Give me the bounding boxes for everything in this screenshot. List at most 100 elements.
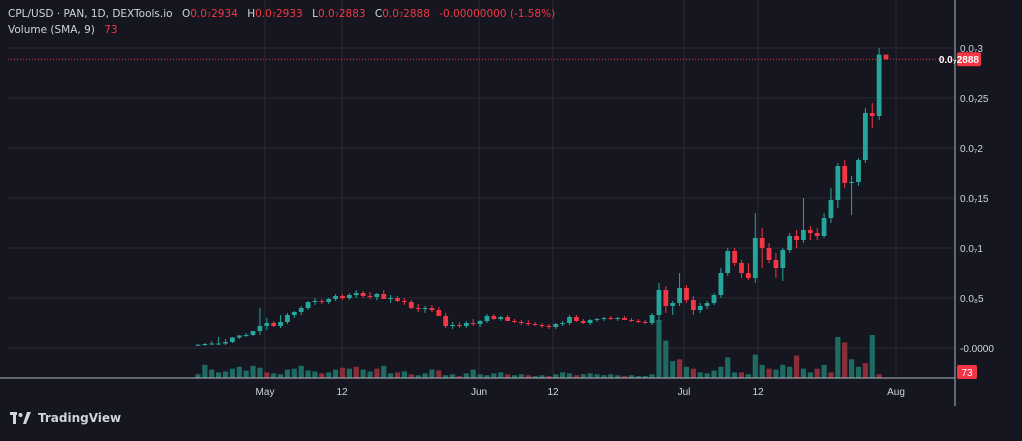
candle-body: [216, 343, 222, 345]
legend-volume-label[interactable]: Volume (SMA, 9): [8, 24, 95, 36]
candle-body: [436, 310, 442, 316]
volume-bar: [498, 372, 504, 378]
volume-bar: [312, 371, 318, 378]
volume-bar: [374, 368, 380, 378]
volume-bar: [842, 342, 848, 378]
x-tick-label: 12: [336, 387, 348, 398]
volume-bar: [601, 375, 607, 378]
volume-bar: [422, 373, 428, 378]
volume-bar: [553, 374, 559, 378]
tradingview-branding[interactable]: TradingView: [10, 411, 121, 425]
candle-body: [622, 318, 627, 320]
candle-body: [257, 326, 263, 331]
candle-body: [862, 113, 868, 160]
candle-body: [408, 302, 414, 308]
grid: [8, 0, 955, 378]
candle-body: [271, 323, 277, 326]
x-tick-label: Aug: [887, 387, 905, 398]
legend-high-value: 0.0₇2933: [255, 8, 303, 20]
candle-body: [457, 325, 462, 326]
volume-bar: [718, 366, 724, 378]
volume-bar: [587, 373, 593, 378]
candle-body: [704, 303, 710, 306]
candle-body: [298, 308, 304, 312]
y-tick-label: 0.0₇15: [960, 194, 989, 205]
candle-body: [223, 342, 228, 344]
legend-high-label: H: [247, 8, 256, 20]
candle-body: [587, 320, 593, 323]
volume-bar: [807, 372, 813, 378]
volume-bar: [628, 375, 635, 378]
volume-bar: [264, 372, 270, 378]
candle-body: [856, 160, 861, 182]
volume-bar: [780, 364, 786, 378]
volume-bar: [408, 374, 414, 378]
volume-bar: [436, 370, 442, 378]
candle-body: [381, 294, 387, 299]
candle-body: [766, 248, 772, 260]
volume-bar: [195, 374, 201, 378]
volume-bar: [642, 376, 648, 378]
x-axis[interactable]: May 12 Jun 12 Jul 12 Aug: [256, 387, 905, 398]
volume-bar: [773, 369, 779, 378]
y-axis[interactable]: 0.0₇3 0.0₇25 0.0₇2 0.0₇15 0.0₇1 0.0₈5 -0.0000: [960, 44, 994, 355]
volume-bar: [511, 375, 518, 378]
candle-body: [422, 308, 428, 309]
candle-body: [828, 200, 834, 218]
candle-body: [574, 317, 579, 321]
volume-bar: [505, 374, 511, 378]
volume-bar: [649, 374, 655, 378]
volume-bar: [271, 373, 277, 378]
volume-bar: [608, 374, 614, 378]
candle-body: [690, 300, 696, 310]
candle-body: [477, 321, 483, 324]
candle-body: [787, 236, 793, 250]
volume-bar: [470, 369, 476, 378]
candle-body: [353, 293, 359, 295]
volume-bar: [202, 364, 208, 378]
volume-bar: [360, 369, 366, 378]
candle-body: [539, 325, 545, 326]
volume-bar: [869, 334, 875, 378]
branding-text: TradingView: [38, 411, 122, 425]
volume-bar: [429, 369, 435, 378]
candle-body: [580, 321, 586, 323]
volume-bar: [835, 336, 841, 378]
legend-symbol[interactable]: CPL/USD · PAN, 1D, DEXTools.io: [8, 8, 173, 20]
volume-bar: [725, 357, 731, 378]
volume-bar: [477, 374, 483, 378]
volume-bar: [367, 371, 373, 378]
candle-body: [649, 315, 655, 323]
volume-bar: [683, 366, 690, 378]
candle-body: [725, 251, 731, 273]
legend-ohlc-row: CPL/USD · PAN, 1D, DEXTools.io O0.0₇2934…: [8, 6, 555, 22]
candle-body: [608, 318, 614, 319]
volume-bar: [456, 376, 463, 378]
candle-body: [278, 322, 283, 326]
candle-body: [498, 317, 504, 319]
volume-bar: [663, 340, 669, 378]
volume-bar: [326, 372, 332, 378]
legend-low-value: 0.0₇2883: [317, 8, 366, 20]
volume-bar: [862, 363, 868, 378]
volume-bar: [677, 359, 683, 378]
y-tick-label: 0.0₇2: [960, 144, 983, 155]
volume-bar: [463, 373, 469, 378]
candle-body: [883, 54, 889, 60]
candle-body: [491, 316, 497, 319]
y-tick-label: 0.0₇25: [960, 94, 989, 105]
volume-bar: [277, 374, 284, 378]
candle-body: [395, 298, 400, 301]
volume-bar: [759, 364, 765, 378]
y-tick-label: -0.0000: [960, 344, 994, 355]
volume-bar: [738, 372, 745, 378]
candle-body: [305, 302, 311, 308]
volume-bar: [298, 365, 304, 378]
candle-body: [374, 294, 380, 297]
candle-body: [656, 290, 662, 315]
volume-bar: [697, 372, 703, 378]
volume-bar: [732, 372, 738, 378]
legend-open-value: 0.0₇2934: [190, 8, 238, 20]
